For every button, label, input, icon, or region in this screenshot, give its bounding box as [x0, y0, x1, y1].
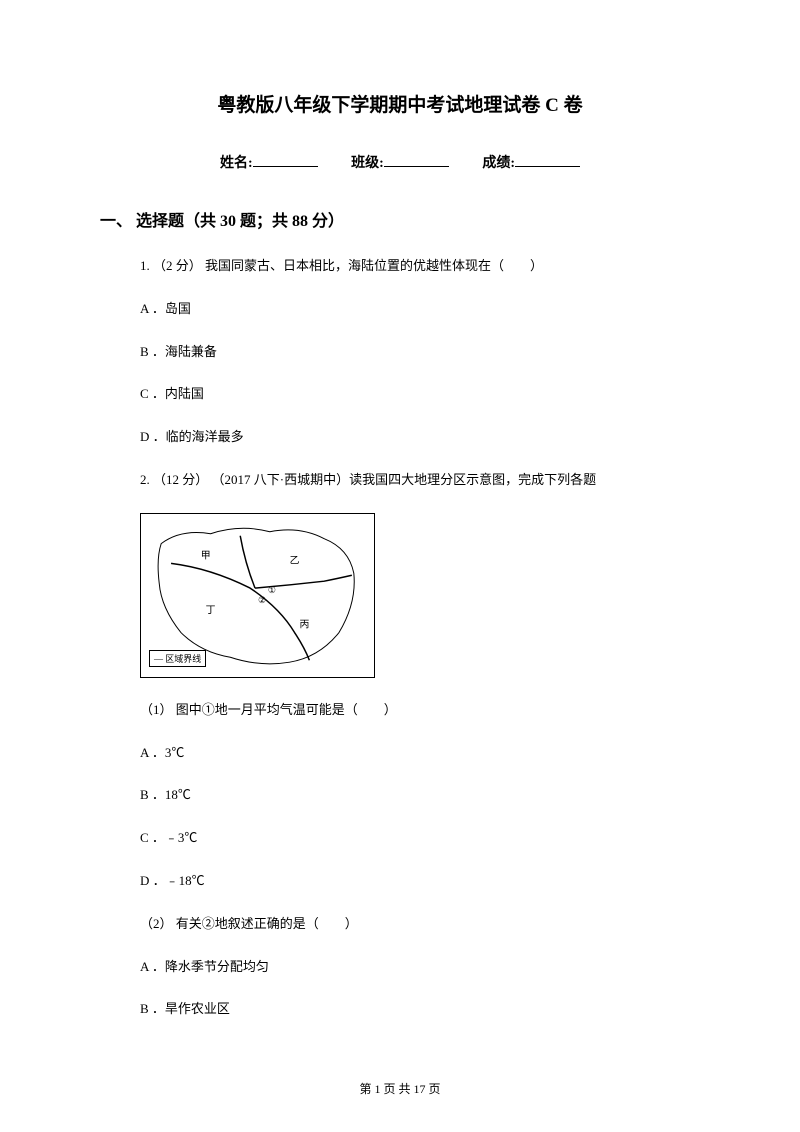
question-2-sub1-text: （1） 图中①地一月平均气温可能是（ ）: [140, 700, 700, 721]
map-legend: — 区域界线: [149, 650, 206, 667]
map-boundary-1: [171, 563, 309, 660]
question-1-text: 1. （2 分） 我国同蒙古、日本相比，海陆位置的优越性体现在（ ）: [140, 256, 700, 277]
name-blank: [253, 166, 318, 167]
page-container: 粤教版八年级下学期期中考试地理试卷 C 卷 姓名: 班级: 成绩: 一、 选择题…: [0, 0, 800, 1082]
question-2-sub1-option-b: B ．18℃: [140, 785, 700, 806]
map-marker-2: ②: [258, 595, 266, 605]
map-region-label-1: 甲: [201, 550, 211, 561]
page-footer: 第 1 页 共 17 页: [0, 1080, 800, 1097]
question-2-sub2-option-a: A ．降水季节分配均匀: [140, 957, 700, 978]
map-outline: [158, 528, 354, 664]
student-info-row: 姓名: 班级: 成绩:: [100, 152, 700, 172]
question-1-option-d: D ．临的海洋最多: [140, 427, 700, 448]
question-2-sub1-option-c: C ．﹣3℃: [140, 828, 700, 849]
map-region-label-3: 丙: [299, 619, 309, 630]
map-marker-1: ①: [268, 585, 276, 595]
map-region-label-2: 丁: [206, 605, 216, 616]
question-1-option-c: C ．内陆国: [140, 384, 700, 405]
china-map-diagram: 甲 丁 丙 乙 ① ② — 区域界线: [140, 513, 375, 678]
question-2-sub2-text: （2） 有关②地叙述正确的是（ ）: [140, 914, 700, 935]
document-title: 粤教版八年级下学期期中考试地理试卷 C 卷: [100, 90, 700, 117]
question-2-sub2-option-b: B ．旱作农业区: [140, 999, 700, 1020]
question-2-text: 2. （12 分） （2017 八下·西城期中）读我国四大地理分区示意图，完成下…: [140, 470, 700, 491]
score-label: 成绩:: [482, 156, 515, 171]
question-2-sub1-option-d: D ．﹣18℃: [140, 871, 700, 892]
map-region-label-4: 乙: [290, 554, 300, 566]
name-label: 姓名:: [220, 156, 253, 171]
question-1-option-a: A ．岛国: [140, 299, 700, 320]
question-2-sub1-option-a: A ．3℃: [140, 743, 700, 764]
section-header: 一、 选择题（共 30 题；共 88 分）: [100, 207, 700, 231]
question-1-option-b: B ．海陆兼备: [140, 342, 700, 363]
score-blank: [515, 166, 580, 167]
class-label: 班级:: [351, 156, 384, 171]
map-boundary-2: [240, 536, 255, 588]
class-blank: [384, 166, 449, 167]
